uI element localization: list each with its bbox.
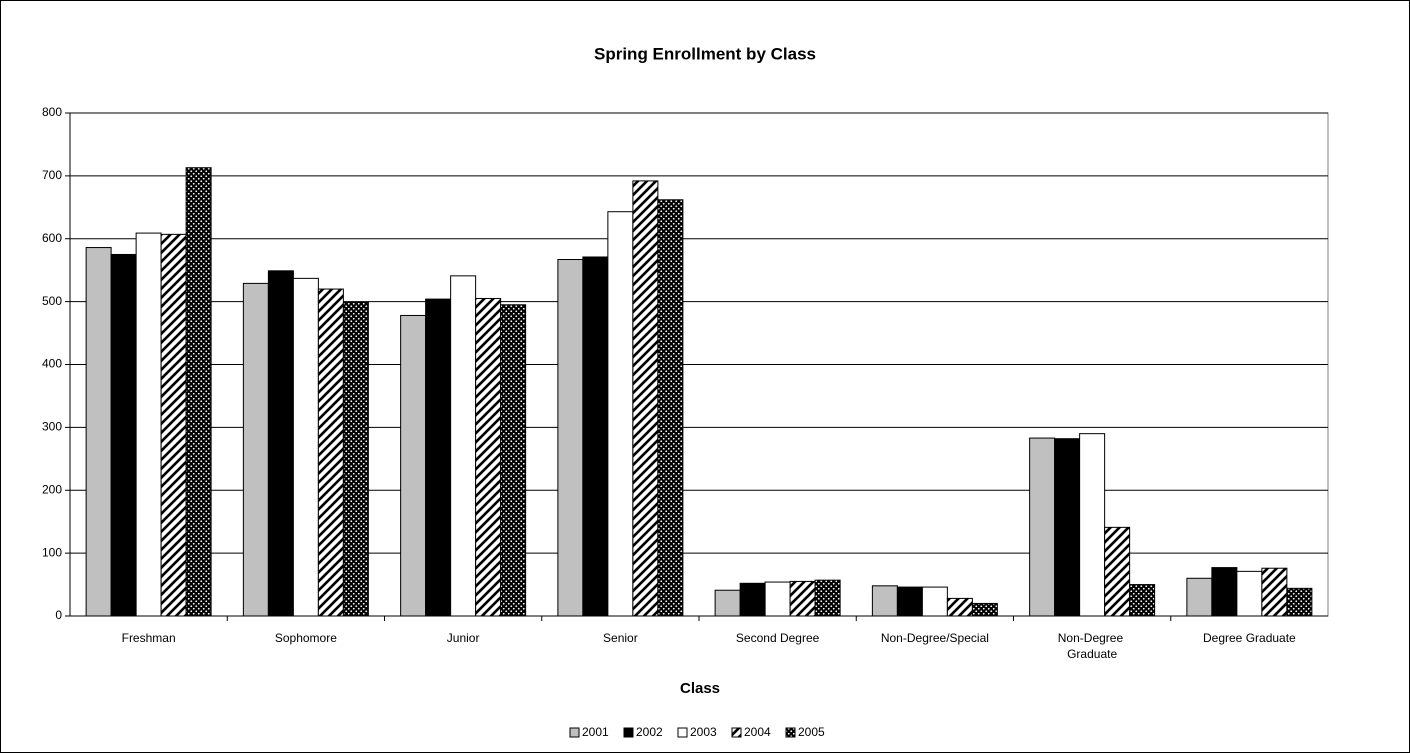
x-tick-label: Non-Degree/Special [881,631,989,645]
bar [971,602,998,617]
bar [292,277,319,617]
bar [500,304,527,617]
x-tick-label: Senior [603,631,638,645]
bar [764,581,791,617]
legend-swatch [731,727,742,738]
bar [267,270,294,617]
x-tick-label: Freshman [122,631,176,645]
legend-label: 2003 [690,725,717,739]
x-tick-label: Sophomore [275,631,337,645]
legend-label: 2002 [636,725,663,739]
bar [242,282,269,617]
legend-swatch [623,727,634,738]
legend-swatch [569,727,580,738]
bar [110,253,137,617]
bar [1079,433,1106,617]
bar [789,580,816,617]
x-axis-title: Class [680,680,720,697]
bar [342,301,369,617]
bar [1236,570,1263,617]
legend-label: 2005 [798,725,825,739]
bar [814,579,841,617]
y-tick-label: 600 [42,231,62,245]
bar [475,297,502,617]
x-tick-label: Degree Graduate [1203,631,1296,645]
bar [946,597,973,617]
bar [160,233,187,617]
x-tick-label: Non-Degree Graduate [1058,631,1127,661]
bar [871,585,898,617]
bar [1029,437,1056,617]
bar [557,258,584,617]
legend-swatch [677,727,688,738]
bar [739,582,766,617]
bar [714,589,741,617]
y-tick-label: 200 [42,482,62,496]
bar [896,586,923,617]
bar [1129,584,1156,617]
x-tick-label: Junior [447,631,480,645]
bar [425,298,452,617]
y-tick-label: 800 [42,105,62,119]
legend-swatch [785,727,796,738]
bar [450,275,477,617]
x-tick-label-line: Graduate [1067,647,1117,661]
bar [1104,526,1131,617]
bar [632,180,659,617]
y-tick-label: 300 [42,420,62,434]
y-tick-label: 500 [42,294,62,308]
legend-label: 2001 [582,725,609,739]
y-tick-label: 100 [42,545,62,559]
x-tick-label: Second Degree [736,631,820,645]
bar [1286,587,1313,617]
bar [85,247,112,617]
bar [185,167,212,617]
bar [1211,567,1238,617]
y-tick-label: 400 [42,357,62,371]
y-tick-label: 0 [55,608,62,622]
bar [1261,567,1288,617]
bar [135,232,162,617]
bar [582,256,609,617]
bar [1054,438,1081,617]
legend-label: 2004 [744,725,771,739]
bar [1186,577,1213,617]
chart-title: Spring Enrollment by Class [594,44,816,63]
y-tick-label: 700 [42,168,62,182]
bar [317,288,344,617]
bar [921,586,948,617]
bar [400,314,427,617]
bar [657,199,684,617]
bar [607,211,634,617]
x-tick-label-line: Non-Degree [1058,631,1127,645]
